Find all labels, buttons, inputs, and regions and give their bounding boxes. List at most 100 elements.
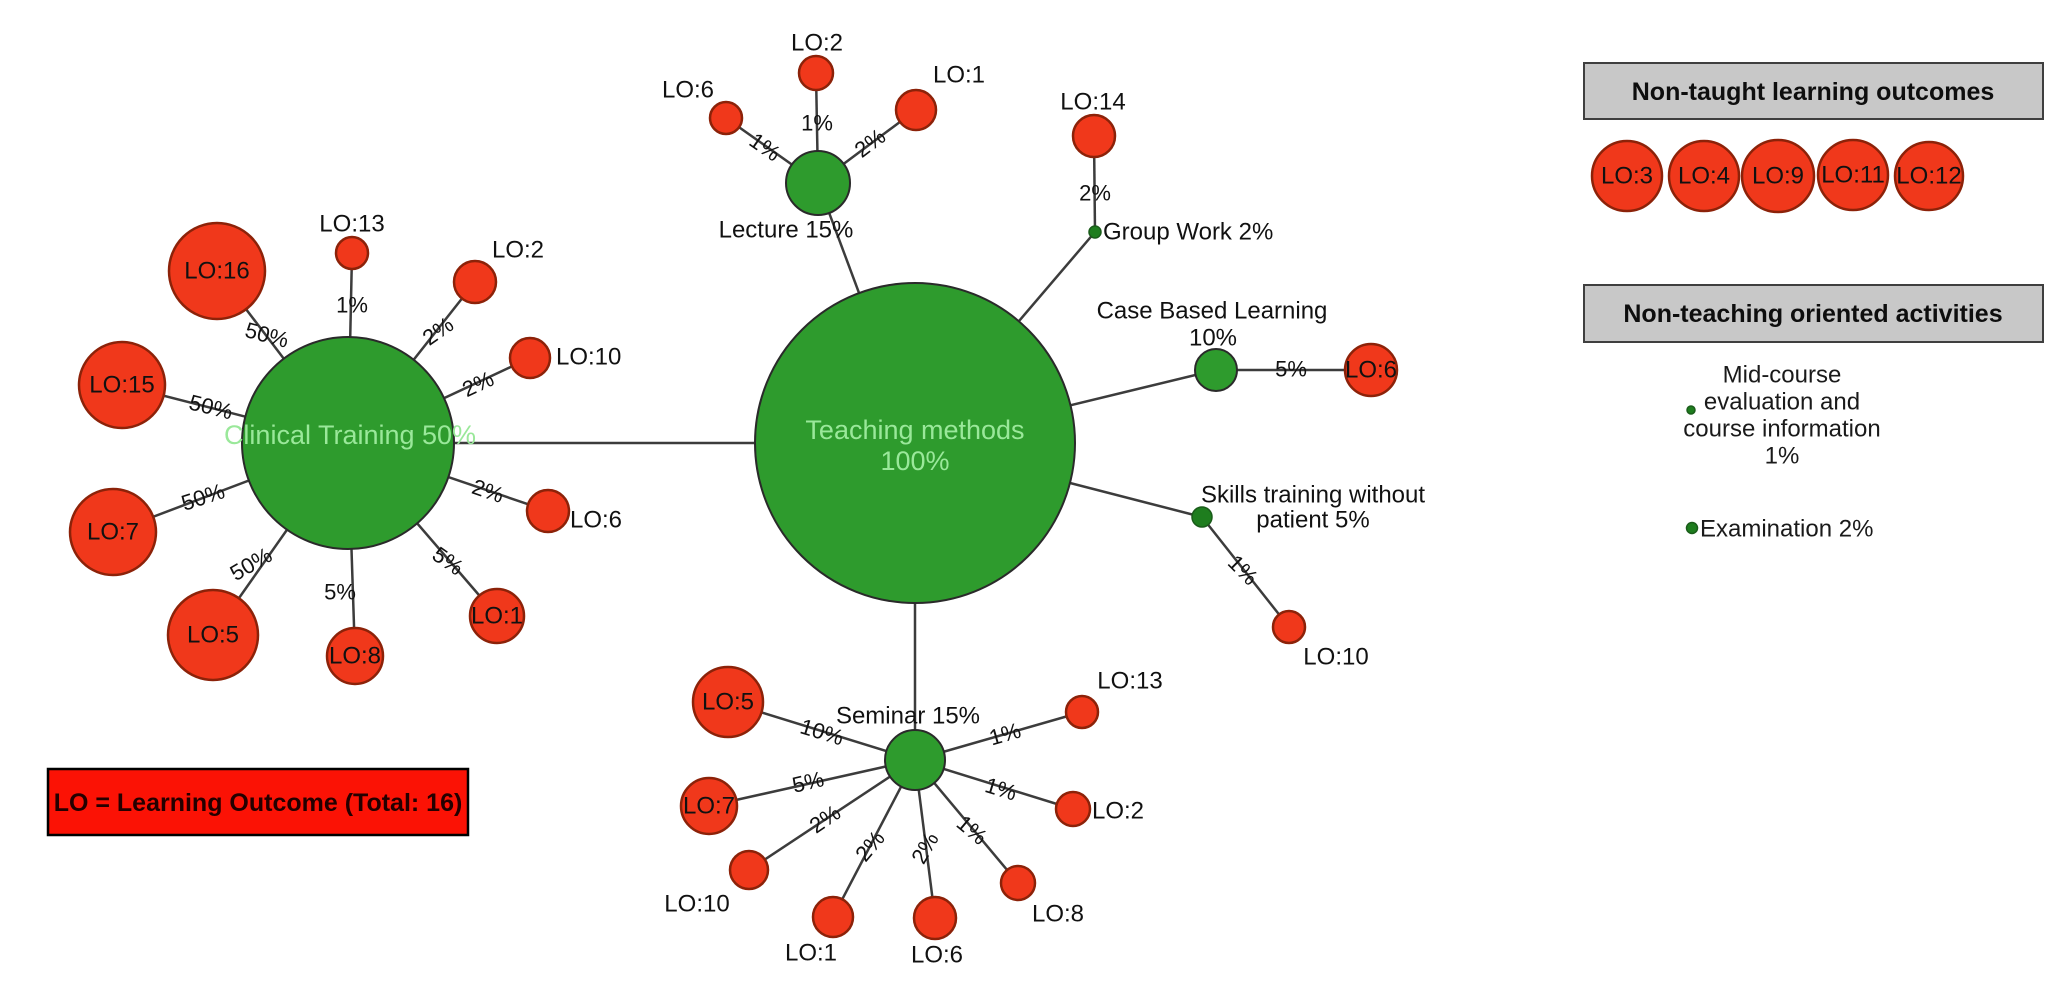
clinical-sat-lo13-label: LO:13 xyxy=(319,211,384,238)
seminar-sat-lo2-circle xyxy=(1054,790,1092,828)
seminar-sat-lo10-circle xyxy=(728,849,770,891)
clinical-sat-lo16-pct: 50% xyxy=(242,317,291,353)
non-taught-lo9-circle xyxy=(1740,138,1816,214)
cbl-label-line2: 10% xyxy=(1189,325,1237,352)
skills-training-dot xyxy=(1191,506,1213,528)
clinical-sat-lo6-pct: 2% xyxy=(469,474,507,508)
midcourse-dot xyxy=(1686,405,1696,415)
seminar-sat-lo5-circle xyxy=(691,665,765,739)
cbl-sat-lo6-circle xyxy=(1343,342,1399,398)
edge-seminar-lo10 xyxy=(748,758,916,872)
lecture-sat-lo1-pct: 2% xyxy=(850,123,890,162)
non-taught-lo9-label: LO:9 xyxy=(1752,163,1804,190)
clinical-sat-lo8-label: LO:8 xyxy=(329,643,381,670)
seminar-sat-lo6-label: LO:6 xyxy=(911,942,963,969)
examination-dot xyxy=(1685,521,1699,535)
non-taught-lo12-circle xyxy=(1893,140,1965,212)
clinical-sat-lo10-label: LO:10 xyxy=(556,344,621,371)
case-based-learning-circle xyxy=(1194,348,1238,392)
clinical-sat-lo15-label: LO:15 xyxy=(89,372,154,399)
seminar-sat-lo6-circle xyxy=(912,895,958,941)
non-taught-lo3-circle xyxy=(1590,139,1664,213)
seminar-sat-lo5-label: LO:5 xyxy=(702,689,754,716)
groupwork-sat-lo14-label: LO:14 xyxy=(1060,89,1125,116)
clinical-sat-lo6-label: LO:6 xyxy=(570,507,622,534)
skills-sat-lo10-circle xyxy=(1271,609,1307,645)
cbl-sat-lo6-label: LO:6 xyxy=(1345,357,1397,384)
clinical-sat-lo1-label: LO:1 xyxy=(471,603,523,630)
seminar-sat-lo10-pct: 2% xyxy=(805,800,845,839)
seminar-sat-lo13-label: LO:13 xyxy=(1097,668,1162,695)
seminar-label: Seminar 15% xyxy=(836,703,980,730)
seminar-sat-lo8-circle xyxy=(999,864,1037,902)
seminar-sat-lo13-pct: 1% xyxy=(986,718,1023,751)
skills-label-line1: Skills training without xyxy=(1201,482,1425,509)
midcourse-pct: 1% xyxy=(1765,443,1800,470)
non-taught-lo11-circle xyxy=(1816,138,1890,212)
edge-skills-lo10 xyxy=(1201,516,1290,628)
clinical-sat-lo2-pct: 2% xyxy=(418,312,458,351)
seminar-sat-lo7-circle xyxy=(679,776,739,836)
skills-sat-lo10-label: LO:10 xyxy=(1303,644,1368,671)
non-taught-header-text: Non-taught learning outcomes xyxy=(1632,78,1995,106)
clinical-sat-lo5-label: LO:5 xyxy=(187,622,239,649)
seminar-sat-lo2-label: LO:2 xyxy=(1092,798,1144,825)
lecture-sat-lo2-label: LO:2 xyxy=(791,30,843,57)
teaching-methods-label-line2: 100% xyxy=(880,446,949,476)
cbl-sat-lo6-pct: 5% xyxy=(1275,357,1307,382)
groupwork-sat-lo14-pct: 2% xyxy=(1079,181,1111,206)
non-taught-lo11-label: LO:11 xyxy=(1821,162,1885,189)
group-work-label: Group Work 2% xyxy=(1103,219,1273,246)
teaching-methods-label-line1: Teaching methods xyxy=(805,415,1024,445)
lecture-sat-lo1-label: LO:1 xyxy=(933,62,985,89)
clinical-sat-lo8-pct: 5% xyxy=(324,580,356,605)
clinical-sat-lo7-circle xyxy=(68,487,158,577)
clinical-sat-lo15-circle xyxy=(77,340,167,430)
non-taught-lo3-label: LO:3 xyxy=(1601,163,1653,190)
groupwork-sat-lo14-circle xyxy=(1071,113,1117,159)
lecture-sat-lo6-circle xyxy=(708,100,744,136)
teaching-methods-circle xyxy=(754,282,1076,604)
lecture-sat-lo6-pct: 1% xyxy=(745,128,785,167)
seminar-sat-lo1-pct: 2% xyxy=(850,826,890,866)
clinical-sat-lo16-label: LO:16 xyxy=(184,258,249,285)
skills-sat-lo10-pct: 1% xyxy=(1223,550,1263,590)
seminar-sat-lo2-pct: 1% xyxy=(982,772,1020,805)
seminar-circle xyxy=(884,729,946,791)
non-taught-header-box xyxy=(1583,62,2044,120)
group-work-dot xyxy=(1088,225,1102,239)
non-teaching-header-box xyxy=(1583,284,2044,343)
clinical-training-label: Clinical Training 50% xyxy=(224,420,476,450)
cbl-label-line1: Case Based Learning xyxy=(1097,298,1328,325)
clinical-sat-lo7-pct: 50% xyxy=(178,478,228,515)
lecture-label: Lecture 15% xyxy=(719,217,854,244)
legend-box xyxy=(46,767,470,837)
non-taught-lo4-circle xyxy=(1667,139,1741,213)
lecture-sat-lo1-circle xyxy=(894,88,938,132)
midcourse-line2: evaluation and xyxy=(1704,389,1860,416)
non-teaching-header-text: Non-teaching oriented activities xyxy=(1623,300,2002,328)
clinical-sat-lo13-pct: 1% xyxy=(336,293,368,318)
seminar-sat-lo7-pct: 5% xyxy=(790,766,827,798)
legend-text: LO = Learning Outcome (Total: 16) xyxy=(54,789,463,817)
clinical-sat-lo10-circle xyxy=(508,336,552,380)
non-taught-lo12-label: LO:12 xyxy=(1896,163,1961,190)
clinical-training-circle xyxy=(241,336,455,550)
clinical-sat-lo7-label: LO:7 xyxy=(87,519,139,546)
clinical-sat-lo15-pct: 50% xyxy=(187,390,236,425)
seminar-sat-lo8-label: LO:8 xyxy=(1032,901,1084,928)
seminar-sat-lo1-label: LO:1 xyxy=(785,940,837,967)
clinical-sat-lo2-label: LO:2 xyxy=(492,237,544,264)
lecture-circle xyxy=(785,150,851,216)
midcourse-line3: course information xyxy=(1683,416,1880,443)
examination-label: Examination 2% xyxy=(1700,516,1873,543)
seminar-sat-lo1-circle xyxy=(811,895,855,939)
clinical-sat-lo5-circle xyxy=(166,588,260,682)
midcourse-line1: Mid-course xyxy=(1723,362,1842,389)
clinical-sat-lo8-circle xyxy=(325,626,385,686)
lecture-sat-lo2-circle xyxy=(797,54,835,92)
seminar-sat-lo6-pct: 2% xyxy=(906,828,944,868)
non-taught-lo4-label: LO:4 xyxy=(1678,163,1730,190)
